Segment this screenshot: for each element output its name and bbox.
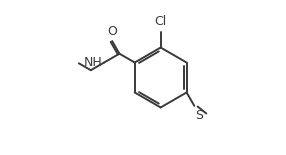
Text: NH: NH [84,56,102,69]
Text: O: O [107,25,117,38]
Text: S: S [195,108,203,122]
Text: Cl: Cl [154,15,166,28]
